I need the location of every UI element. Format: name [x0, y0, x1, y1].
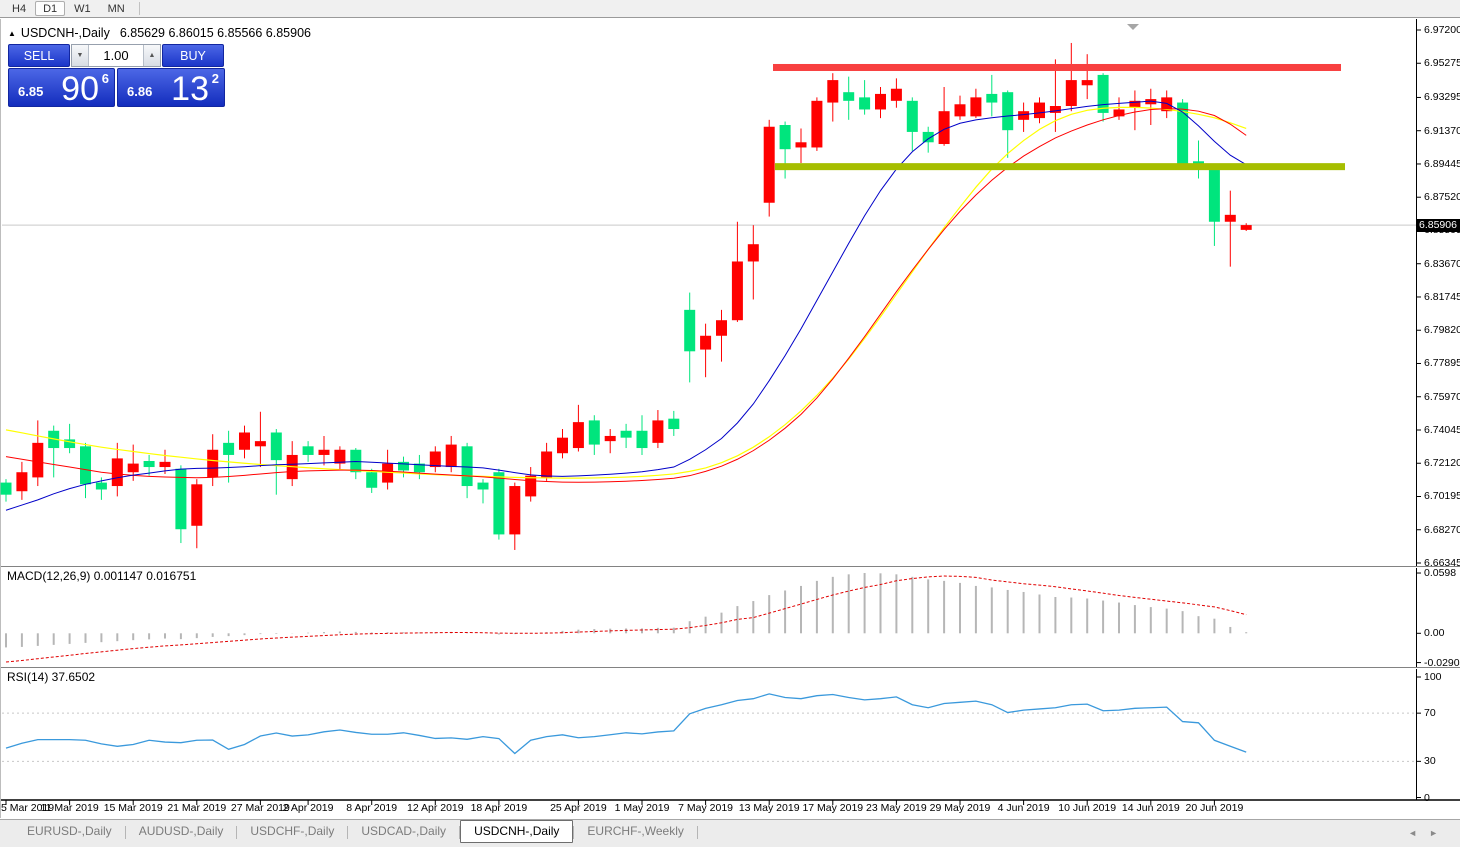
tab-separator: [573, 826, 575, 839]
macd-axis-label: -0.029045: [1424, 656, 1460, 669]
volume-decrease-button[interactable]: ▼: [72, 45, 89, 66]
date-axis-label: 13 May 2019: [738, 802, 800, 814]
sell-price-big: 90: [61, 70, 99, 108]
price-axis-label: 6.74045: [1424, 423, 1460, 436]
chart-tab-usdcnh-daily[interactable]: USDCNH-,Daily: [460, 820, 574, 843]
timeframe-button-h4[interactable]: H4: [12, 3, 27, 15]
date-axis-label: 23 May 2019: [866, 802, 927, 814]
macd-axis-label: 0.0598: [1424, 567, 1457, 580]
tab-separator: [459, 826, 461, 839]
chart-tab-usdchf-daily[interactable]: USDCHF-,Daily: [250, 824, 335, 838]
date-axis-label: 20 Jun 2019: [1185, 802, 1244, 814]
date-axis-label: 18 Apr 2019: [470, 802, 528, 814]
sell-price-small: 6.85: [18, 84, 44, 99]
buy-price-panel[interactable]: 6.86 13 2: [117, 68, 225, 108]
chart-symbol-period: USDCNH-,Daily: [20, 26, 110, 40]
buy-button[interactable]: BUY: [162, 44, 224, 67]
timeframe-button-d1[interactable]: D1: [35, 1, 66, 16]
macd-indicator-label: MACD(12,26,9) 0.001147 0.016751: [7, 569, 197, 583]
date-axis-label: 4 Jun 2019: [997, 802, 1050, 814]
rsi-axis-label: 100: [1424, 671, 1442, 683]
chart-ohlc-values: 6.85629 6.86015 6.85566 6.85906: [119, 26, 311, 40]
volume-input[interactable]: [89, 45, 143, 66]
volume-stepper: ▼ ▲: [71, 44, 161, 67]
date-axis-label: 10 Jun 2019: [1058, 802, 1117, 814]
chart-tab-audusd-daily[interactable]: AUDUSD-,Daily: [138, 824, 224, 838]
date-axis-label: 2 Apr 2019: [282, 802, 334, 814]
sell-button[interactable]: SELL: [8, 44, 70, 67]
buy-price-small: 6.86: [127, 84, 153, 99]
price-axis-label: 6.72120: [1424, 457, 1460, 470]
tab-separator: [236, 826, 238, 839]
sell-price-pip: 6: [101, 71, 109, 86]
price-axis-label: 6.97200: [1424, 24, 1460, 36]
rsi-axis-label: 0: [1424, 791, 1430, 804]
rsi-indicator-label: RSI(14) 37.6502: [7, 670, 96, 684]
date-axis-label: 1 May 2019: [614, 802, 670, 814]
chart-tab-bar: EURUSD-,Daily AUDUSD-,Daily USDCHF-,Daily U…: [0, 819, 1460, 847]
buy-price-big: 13: [171, 70, 209, 108]
date-axis-label: 12 Apr 2019: [406, 802, 464, 814]
date-axis-label: 15 Mar 2019: [103, 802, 163, 814]
timeframe-button-mn[interactable]: MN: [107, 3, 125, 15]
tab-separator: [347, 826, 349, 839]
price-axis-label: 6.83670: [1424, 257, 1460, 270]
date-axis-label: 7 May 2019: [678, 802, 734, 814]
chart-tab-usdcad-daily[interactable]: USDCAD-,Daily: [361, 824, 447, 838]
tab-scroll-left-icon[interactable]: ◄: [1408, 828, 1430, 838]
triangle-up-icon: ▲: [148, 52, 156, 59]
tab-separator: [124, 826, 126, 839]
chart-tabs: EURUSD-,Daily AUDUSD-,Daily USDCHF-,Daily U…: [14, 820, 698, 843]
date-axis-label: 14 Jun 2019: [1121, 802, 1180, 814]
buy-price-pip: 2: [211, 71, 219, 86]
tab-separator: [696, 826, 698, 839]
macd-axis-label: 0.00: [1424, 627, 1445, 640]
tab-scroll-right-icon[interactable]: ►: [1429, 828, 1450, 838]
date-axis-label: 8 Apr 2019: [346, 802, 398, 814]
tab-scroll-buttons: ◄►: [1408, 828, 1450, 838]
date-axis-label: 27 Mar 2019: [230, 802, 290, 814]
date-axis-label: 11 Mar 2019: [40, 802, 99, 814]
rsi-axis-label: 30: [1424, 755, 1436, 768]
price-axis-label: 6.66345: [1424, 557, 1460, 569]
collapse-triangle-icon: ▲: [8, 29, 16, 38]
price-axis-label: 6.79820: [1424, 324, 1460, 337]
timeframe-toolbar: H4 D1 W1 MN: [0, 0, 1460, 18]
price-axis-label: 6.81745: [1424, 290, 1460, 303]
price-axis-label: 6.87520: [1424, 191, 1460, 204]
rsi-axis-label: 70: [1424, 707, 1436, 720]
price-axis-label: 6.75970: [1424, 390, 1460, 403]
price-axis-label: 6.89445: [1424, 157, 1460, 170]
current-price-badge: 6.85906: [1417, 218, 1460, 232]
chart-tab-eurchf-weekly[interactable]: EURCHF-,Weekly: [587, 824, 684, 838]
price-axis-label: 6.77895: [1424, 357, 1460, 370]
toolbar-divider: [138, 2, 140, 15]
price-axis-label: 6.91370: [1424, 124, 1460, 137]
date-axis-label: 5 Mar 2019: [1, 802, 55, 814]
timeframe-button-w1[interactable]: W1: [74, 3, 91, 15]
date-axis-label: 25 Apr 2019: [550, 802, 607, 814]
chart-tab-eurusd-daily[interactable]: EURUSD-,Daily: [27, 824, 112, 838]
price-axis-label: 6.93295: [1424, 91, 1460, 104]
sell-price-panel[interactable]: 6.85 90 6: [8, 68, 115, 108]
price-axis-label: 6.70195: [1424, 490, 1460, 503]
date-axis-label: 17 May 2019: [802, 802, 864, 814]
chart-title-bar: ▲ USDCNH-,Daily 6.85629 6.86015 6.85566 6.…: [8, 26, 311, 40]
volume-increase-button[interactable]: ▲: [143, 45, 160, 66]
date-axis-label: 21 Mar 2019: [167, 802, 227, 814]
one-click-trading-panel: SELL ▼ ▲ BUY 6.85 90 6 6.86 13 2: [8, 44, 226, 108]
price-axis-label: 6.95275: [1424, 57, 1460, 70]
date-axis-label: 29 May 2019: [929, 802, 991, 814]
price-axis-label: 6.68270: [1424, 523, 1460, 536]
triangle-down-icon: ▼: [76, 52, 84, 59]
